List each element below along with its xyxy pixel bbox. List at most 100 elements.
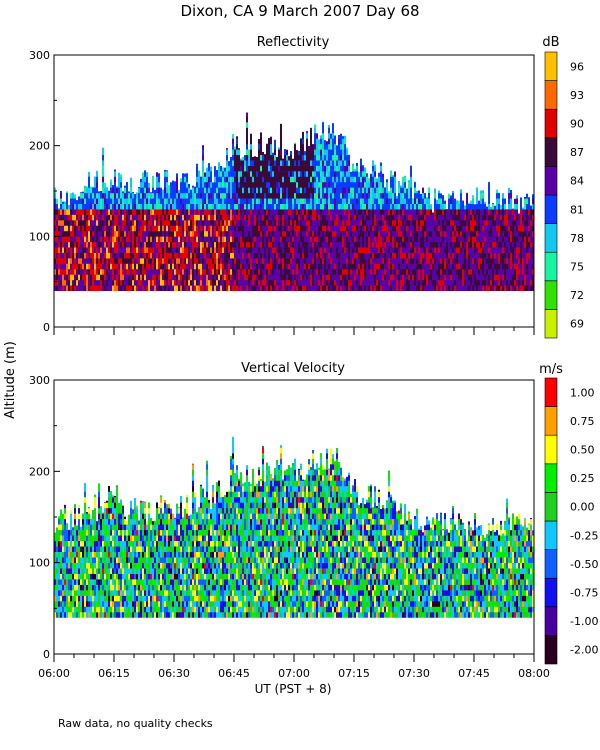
heatmap-cell (462, 268, 464, 275)
heatmap-cell (100, 279, 102, 286)
heatmap-cell (96, 263, 98, 270)
heatmap-cell (354, 220, 356, 226)
heatmap-cell (382, 176, 384, 183)
heatmap-cell (346, 147, 348, 150)
heatmap-cell (490, 263, 492, 270)
heatmap-cell (490, 214, 492, 221)
heatmap-cell (254, 263, 256, 270)
heatmap-cell (246, 230, 248, 237)
heatmap-cell (262, 198, 264, 204)
heatmap-cell (240, 247, 242, 253)
heatmap-cell (318, 268, 320, 275)
heatmap-cell (322, 127, 324, 134)
heatmap-cell (148, 247, 150, 253)
heatmap-cell (340, 176, 342, 183)
heatmap-cell (366, 192, 368, 199)
heatmap-cell (84, 285, 86, 292)
heatmap-cell (388, 236, 390, 243)
heatmap-cell (122, 192, 124, 199)
heatmap-cell (84, 192, 86, 199)
heatmap-cell (340, 263, 342, 270)
heatmap-cell (112, 258, 114, 264)
heatmap-cell (184, 236, 186, 243)
heatmap-cell (430, 263, 432, 270)
heatmap-cell (154, 274, 156, 281)
heatmap-cell (274, 160, 276, 166)
heatmap-cell (286, 263, 288, 270)
heatmap-cell (192, 263, 194, 270)
heatmap-cell (196, 258, 198, 264)
heatmap-cell (372, 198, 374, 204)
heatmap-cell (322, 230, 324, 237)
heatmap-cell (250, 220, 252, 226)
heatmap-cell (380, 274, 382, 281)
heatmap-cell (386, 258, 388, 264)
heatmap-cell (174, 285, 176, 292)
heatmap-cell (262, 258, 264, 264)
heatmap-cell (290, 252, 292, 259)
heatmap-cell (306, 274, 308, 281)
heatmap-cell (498, 198, 500, 204)
heatmap-cell (372, 176, 374, 183)
heatmap-cell (326, 149, 328, 156)
heatmap-cell (476, 192, 478, 199)
heatmap-cell (220, 236, 222, 243)
heatmap-cell (192, 252, 194, 259)
heatmap-cell (234, 203, 236, 210)
heatmap-cell (216, 187, 218, 194)
heatmap-cell (498, 247, 500, 253)
heatmap-cell (390, 279, 392, 286)
heatmap-cell (152, 236, 154, 243)
heatmap-cell (328, 236, 330, 243)
heatmap-cell (176, 236, 178, 243)
heatmap-cell (260, 149, 262, 156)
heatmap-cell (208, 165, 210, 172)
heatmap-cell (366, 285, 368, 292)
heatmap-cell (474, 285, 476, 292)
heatmap-cell (224, 263, 226, 270)
heatmap-cell (362, 230, 364, 237)
heatmap-cell (118, 279, 120, 286)
heatmap-cell (188, 209, 190, 215)
heatmap-cell (152, 214, 154, 221)
heatmap-cell (138, 236, 140, 243)
heatmap-cell (266, 285, 268, 292)
heatmap-cell (160, 252, 162, 259)
heatmap-cell (260, 171, 262, 177)
heatmap-cell (106, 263, 108, 270)
heatmap-cell (270, 274, 272, 281)
heatmap-cell (180, 285, 182, 292)
heatmap-cell (472, 285, 474, 292)
heatmap-cell (180, 178, 182, 183)
heatmap-cell (342, 165, 344, 172)
heatmap-cell (372, 252, 374, 259)
heatmap-cell (146, 220, 148, 226)
heatmap-cell (144, 203, 146, 210)
heatmap-cell (174, 198, 176, 204)
heatmap-cell (398, 181, 400, 183)
heatmap-cell (392, 279, 394, 286)
heatmap-cell (216, 274, 218, 281)
heatmap-cell (364, 176, 366, 183)
heatmap-cell (182, 274, 184, 281)
heatmap-cell (348, 263, 350, 270)
heatmap-cell (132, 279, 134, 286)
heatmap-cell (228, 263, 230, 270)
heatmap-cell (258, 192, 260, 199)
heatmap-cell (242, 241, 244, 248)
heatmap-cell (328, 138, 330, 145)
heatmap-cell (296, 258, 298, 264)
heatmap-cell (118, 187, 120, 194)
heatmap-cell (322, 285, 324, 292)
heatmap-cell (268, 160, 270, 166)
heatmap-cell (268, 214, 270, 221)
heatmap-cell (290, 154, 292, 161)
heatmap-cell (440, 203, 442, 210)
heatmap-cell (306, 258, 308, 264)
heatmap-cell (386, 285, 388, 292)
heatmap-cell (288, 214, 290, 221)
heatmap-cell (326, 263, 328, 270)
heatmap-cell (472, 198, 474, 204)
heatmap-cell (266, 252, 268, 259)
heatmap-cell (262, 171, 264, 177)
